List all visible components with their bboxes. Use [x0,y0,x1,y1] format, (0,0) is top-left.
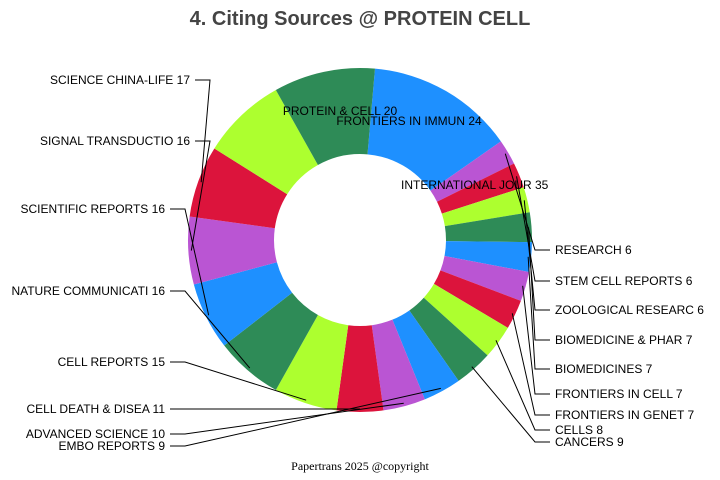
slice-label-stem-cell-reports-6: STEM CELL REPORTS 6 [555,274,693,288]
slice-label-cell-reports-15: CELL REPORTS 15 [58,355,166,369]
slice-frontiers-in-immun-24 [275,68,375,165]
slice-cells-8 [423,283,508,356]
slice-label-cell-death-disea-11: CELL DEATH & DISEA 11 [27,402,166,416]
slice-biomedicines-7 [444,241,532,272]
slice-biomedicine-phar-7 [444,212,533,243]
slice-science-china-life-17 [189,148,288,229]
leader-line-cell-reports-15 [170,361,307,401]
slice-cancers-9 [409,297,488,381]
slice-signal-transductio-16 [188,216,277,285]
slice-scientific-reports-16 [193,262,293,346]
leader-line-stem-cell-reports-6 [516,176,550,282]
slice-cell-death-disea-11 [336,325,384,412]
slice-label-frontiers-in-genet-7: FRONTIERS IN GENET 7 [555,408,694,422]
leader-line-scientific-reports-16 [170,208,210,316]
slice-label-signal-transductio-16: SIGNAL TRANSDUCTIO 16 [40,134,190,148]
slice-label-embo-reports-9: EMBO REPORTS 9 [59,439,166,453]
slice-embo-reports-9 [392,310,459,400]
slice-label-science-china-life-17: SCIENCE CHINA-LIFE 17 [50,73,190,87]
leader-line-cells-8 [495,340,550,431]
chart-title: 4. Citing Sources @ PROTEIN CELL [190,8,531,30]
slice-cell-reports-15 [275,315,349,411]
slice-research-6 [430,141,515,202]
slice-advanced-science-10 [371,319,425,411]
leader-line-zoological-researc-6 [523,200,550,311]
leader-line-advanced-science-10 [170,402,404,435]
leader-line-frontiers-in-cell-7 [522,285,550,395]
slice-protein-cell-20 [214,89,318,195]
leader-line-biomedicines-7 [527,256,550,370]
slice-frontiers-in-cell-7 [440,255,530,301]
leader-line-science-china-life-17 [195,79,211,183]
chart-footer: Papertrans 2025 @copyright [291,459,429,473]
leader-line-biomedicine-phar-7 [528,227,550,341]
slice-label-nature-communicati-16: NATURE COMMUNICATI 16 [11,284,165,298]
slice-zoological-researc-6 [441,187,530,227]
slice-international-jour-35 [367,68,501,191]
slice-label-scientific-reports-16: SCIENTIFIC REPORTS 16 [21,202,166,216]
slice-label-zoological-researc-6: ZOOLOGICAL RESEARC 6 [555,303,704,317]
leader-lines-group [170,79,550,447]
leader-line-signal-transductio-16 [190,140,211,251]
slice-label-frontiers-in-immun-24: FRONTIERS IN IMMUN 24 [336,114,482,128]
slice-label-cancers-9: CANCERS 9 [555,435,624,449]
leader-line-nature-communicati-16 [170,290,251,369]
slice-label-cells-8: CELLS 8 [555,423,603,437]
labels-group: INTERNATIONAL JOUR 35 RESEARCH 6 STEM CELL… [11,73,704,453]
leader-line-frontiers-in-genet-7 [511,313,550,416]
slice-stem-cell-reports-6 [437,163,524,214]
slice-label-advanced-science-10: ADVANCED SCIENCE 10 [26,427,165,441]
slices-group [188,68,533,412]
slice-label-biomedicine-phar-7: BIOMEDICINE & PHAR 7 [555,333,693,347]
slice-label-protein-cell-20: PROTEIN & CELL 20 [283,104,398,118]
slice-label-international-jour-35: INTERNATIONAL JOUR 35 [401,178,549,192]
leader-line-embo-reports-9 [170,387,441,447]
slice-label-research-6: RESEARCH 6 [555,243,632,257]
slice-label-frontiers-in-cell-7: FRONTIERS IN CELL 7 [555,387,683,401]
slice-frontiers-in-genet-7 [433,270,521,328]
leader-line-cancers-9 [471,366,550,443]
leader-line-research-6 [504,153,550,251]
slice-label-biomedicines-7: BIOMEDICINES 7 [555,362,653,376]
